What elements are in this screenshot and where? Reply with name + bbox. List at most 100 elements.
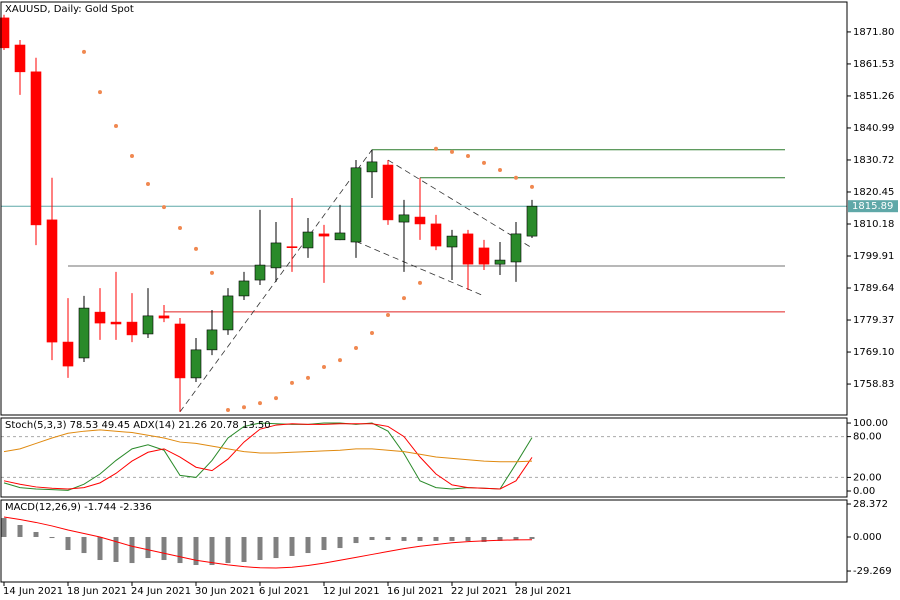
sar-dot: [178, 225, 182, 230]
x-tick-label: 22 Jul 2021: [451, 586, 508, 597]
indicator-line: [3, 423, 533, 490]
macd-bar: [65, 536, 71, 551]
sar-dot: [402, 296, 406, 301]
y-tick-label: 1871.80: [853, 27, 894, 38]
sar-dot: [498, 168, 502, 173]
macd-bar: [145, 536, 151, 559]
sar-dot: [370, 331, 374, 336]
macd-bar: [1, 518, 7, 537]
macd-bar: [177, 536, 183, 564]
pane-title: XAUUSD, Daily: Gold Spot: [5, 4, 134, 15]
y-tick-label: 28.372: [853, 499, 888, 510]
y-tick-label: 1830.72: [853, 155, 894, 166]
macd-bar: [129, 536, 135, 564]
candle-body: [62, 341, 74, 367]
candle-body: [334, 232, 346, 241]
y-tick-label: 1789.64: [853, 283, 894, 294]
candle-body: [270, 242, 282, 269]
sar-dot: [114, 124, 118, 129]
candle-body: [222, 295, 234, 331]
sar-dot: [290, 380, 294, 385]
pane-frame: [0, 417, 848, 498]
y-tick-label: 20.00: [853, 472, 882, 483]
macd-bar: [49, 536, 55, 539]
y-tick-label: 1820.45: [853, 187, 894, 198]
sar-dot: [226, 408, 230, 413]
candle-body: [446, 235, 458, 248]
macd-bar: [17, 525, 23, 537]
candle-body: [478, 247, 490, 265]
y-tick-label: 1840.99: [853, 123, 894, 134]
macd-bar: [497, 536, 503, 541]
indicator-line: [3, 429, 533, 463]
sar-dot: [338, 358, 342, 363]
macd-bar: [161, 536, 167, 561]
macd-bar: [193, 536, 199, 566]
candle-body: [366, 161, 378, 173]
candle-body: [302, 231, 314, 249]
pane-frame: [0, 499, 848, 583]
candle-body: [462, 233, 474, 265]
sar-dot: [146, 182, 150, 187]
sar-dot: [354, 345, 358, 350]
sar-dot: [386, 312, 390, 317]
sar-dot: [434, 146, 438, 151]
x-tick-label: 24 Jun 2021: [131, 586, 191, 597]
candle-body: [286, 246, 298, 248]
sar-dot: [418, 280, 422, 285]
sar-dot: [242, 405, 246, 410]
macd-bar: [209, 536, 215, 566]
y-tick-label: 0.000: [853, 532, 882, 543]
sar-dot: [482, 160, 486, 165]
candle-body: [526, 205, 538, 237]
y-tick-label: 1769.10: [853, 347, 894, 358]
candle-body: [110, 321, 122, 325]
y-tick-label: 1810.18: [853, 219, 894, 230]
candle-body: [78, 307, 90, 359]
candle-body: [398, 214, 410, 223]
sar-dot: [210, 270, 214, 275]
sar-dot: [274, 396, 278, 401]
candle-body: [254, 264, 266, 281]
macd-bar: [513, 536, 519, 541]
sar-dot: [530, 184, 534, 189]
sar-dot: [322, 364, 326, 369]
sar-dot: [98, 90, 102, 95]
macd-bar: [337, 536, 343, 549]
macd-bar: [81, 536, 87, 554]
candle-body: [158, 315, 170, 319]
y-tick-label: 1851.26: [853, 91, 894, 102]
macd-bar: [241, 536, 247, 562]
y-tick-label: 100.00: [853, 418, 888, 429]
candle-body: [0, 17, 10, 49]
x-tick-label: 12 Jul 2021: [323, 586, 380, 597]
trend-line: [355, 241, 485, 297]
candle-body: [126, 321, 138, 336]
candle-body: [46, 219, 58, 343]
pane-frame: [0, 1, 848, 416]
macd-bar: [97, 536, 103, 561]
candle-body: [142, 315, 154, 335]
macd-bar: [369, 536, 375, 541]
x-tick-label: 6 Jul 2021: [259, 586, 309, 597]
macd-bar: [385, 536, 391, 541]
indicator-line: [3, 422, 533, 491]
macd-bar: [353, 536, 359, 544]
candle-body: [350, 167, 362, 243]
x-tick-label: 28 Jul 2021: [515, 586, 572, 597]
sar-dot: [82, 49, 86, 54]
macd-bar: [529, 536, 535, 540]
candle-body: [510, 233, 522, 263]
macd-bar: [113, 536, 119, 562]
macd-bar: [401, 536, 407, 541]
macd-bar: [433, 536, 439, 541]
x-tick-label: 14 Jun 2021: [3, 586, 63, 597]
indicator-line: [3, 516, 533, 569]
x-tick-label: 30 Jun 2021: [195, 586, 255, 597]
candle-body: [174, 323, 186, 379]
candle-body: [318, 233, 330, 237]
candle-body: [430, 223, 442, 247]
candle-body: [190, 349, 202, 379]
candle-body: [14, 44, 26, 73]
